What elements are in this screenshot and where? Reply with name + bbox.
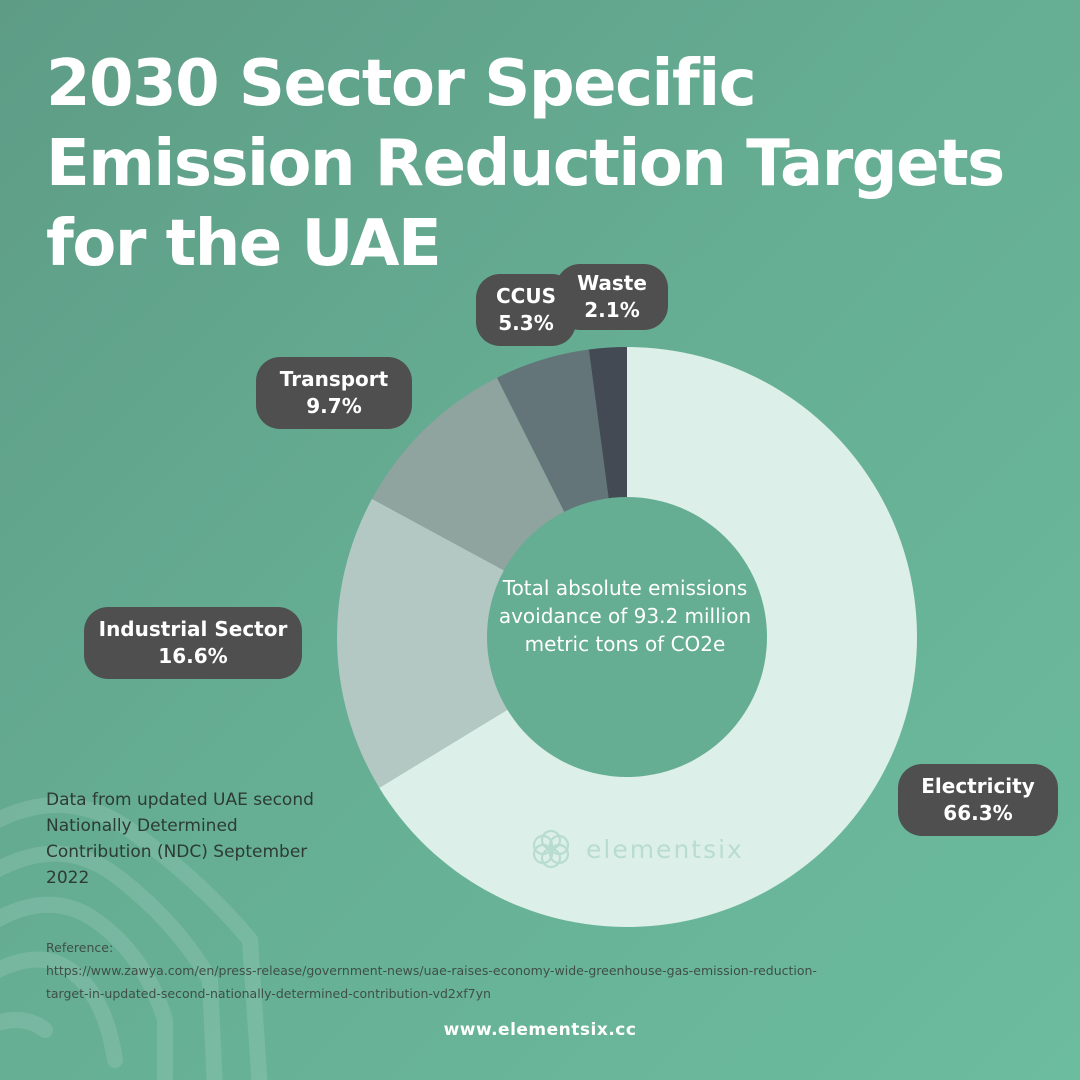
reference-block: Reference: https://www.zawya.com/en/pres… [46,936,1046,1005]
label-ccus-value: 5.3% [498,311,554,335]
label-transport: Transport 9.7% [256,357,412,429]
site-url: www.elementsix.cc [443,1020,637,1040]
slice-industrial-sector [337,498,627,788]
page-title: 2030 Sector Specific Emission Reduction … [46,44,1005,284]
reference-url-line-2: target-in-updated-second-nationally-dete… [46,986,491,1001]
label-electricity: Electricity 66.3% [898,764,1058,836]
reference-url-line-1: https://www.zawya.com/en/press-release/g… [46,963,817,978]
watermark-brand-text: elementsix [586,834,744,864]
label-industrial-value: 16.6% [158,644,228,668]
label-electricity-value: 66.3% [943,801,1013,825]
label-waste-name: Waste [577,271,647,295]
title-line-1: 2030 Sector Specific [46,47,757,121]
label-transport-name: Transport [279,367,389,391]
elementsix-flower-logo-icon [532,829,570,869]
label-industrial-name: Industrial Sector [98,617,288,641]
source-note: Data from updated UAE second Nationally … [46,790,314,888]
decorative-fingerprint-pattern [0,797,268,1080]
label-ccus-name: CCUS [496,284,556,308]
label-industrial: Industrial Sector 16.6% [84,607,302,679]
reference-label: Reference: [46,940,114,955]
elementsix-watermark: elementsix [526,826,744,872]
title-line-3: for the UAE [46,207,442,281]
label-waste-value: 2.1% [584,298,640,322]
label-electricity-name: Electricity [921,774,1035,798]
center-annotation: Total absolute emissions avoidance of 93… [498,576,752,656]
title-line-2: Emission Reduction Targets [46,127,1005,201]
donut-center-hole [487,497,767,777]
label-ccus: CCUS 5.3% [476,274,576,346]
label-transport-value: 9.7% [306,394,362,418]
